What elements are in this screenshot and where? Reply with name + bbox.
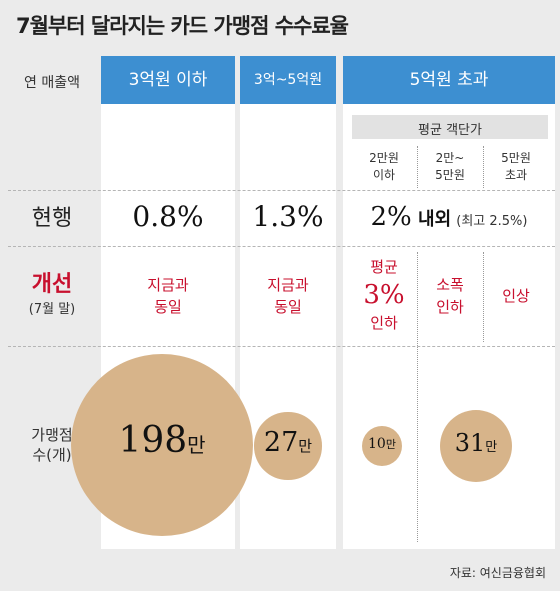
bubble-label-1: 198만 (102, 420, 222, 461)
row-label-sales: 연 매출액 (24, 75, 80, 91)
bubble-unit-4: 만 (485, 440, 498, 456)
bubble-label-3: 10만 (322, 436, 442, 452)
avg-ticket-label: 평균 객단가 (418, 123, 482, 138)
bubble-1 (71, 354, 253, 536)
bubble-value-2: 27 (263, 427, 299, 459)
row-label-improved: 개선 (31, 272, 73, 297)
sub-col-3-l2: 초과 (504, 168, 528, 182)
sub-col-1-l2: 이하 (372, 168, 396, 182)
improved-s2-line1: 소폭 (436, 276, 464, 294)
bubble-3 (361, 425, 403, 467)
column-header-2: 3억~5억원 (240, 56, 336, 104)
bubble-2 (254, 412, 322, 480)
current-rate-3-suffix: 내외 (411, 209, 452, 230)
bubble-value-4: 31 (454, 429, 486, 458)
column-header-1: 3억원 이하 (101, 56, 235, 104)
bubble-unit-1: 만 (187, 432, 206, 457)
improved-1-line2: 동일 (154, 298, 182, 316)
improved-s1-line3: 인하 (370, 314, 398, 332)
improved-s2-line2: 인하 (436, 298, 464, 316)
current-rate-1: 0.8% (132, 200, 204, 233)
row-label-current: 현행 (31, 206, 73, 231)
row-separator-2 (8, 246, 555, 247)
row-label-count-1: 가맹점 (31, 426, 73, 444)
avg-ticket-box (352, 115, 548, 139)
sub-separator-1 (417, 146, 418, 188)
improved-s1-big: 3% (363, 280, 405, 310)
sub-col-3-l1: 5만원 (501, 151, 531, 165)
sub-col-1-l1: 2만원 (369, 151, 399, 165)
current-rate-3: 2% 내외 (최고 2.5%) (343, 202, 555, 232)
chart-title: 7월부터 달라지는 카드 가맹점 수수료율 (16, 14, 349, 38)
current-rate-3-note: (최고 2.5%) (456, 214, 528, 229)
sub-col-2-l2: 5만원 (435, 168, 465, 182)
bubble-4 (439, 409, 512, 482)
improved-2-line2: 동일 (274, 298, 302, 316)
current-rate-2: 1.3% (252, 200, 324, 233)
row-separator-1 (8, 190, 555, 191)
row-label-count-2: 수(개) (32, 446, 72, 464)
row-label-improved-note: (7월 말) (28, 302, 76, 317)
improved-s3: 인상 (502, 287, 530, 305)
bubble-label-4: 31만 (416, 429, 536, 457)
improved-1-line1: 지금과 (147, 276, 189, 294)
bubble-label-2: 27만 (228, 427, 348, 458)
row-separator-3 (8, 346, 555, 347)
current-rate-3-value: 2% (370, 202, 412, 232)
bubble-unit-3: 만 (385, 438, 396, 452)
improved-2-line1: 지금과 (267, 276, 309, 294)
sub-col-2-l1: 2만~ (435, 151, 465, 165)
bubble-value-1: 198 (118, 419, 188, 461)
sub-separator-3 (417, 252, 418, 542)
sub-separator-2 (483, 146, 484, 188)
bubble-unit-2: 만 (298, 437, 313, 456)
bubble-value-3: 10 (368, 436, 386, 453)
sub-separator-4 (483, 252, 484, 342)
source-note: 자료: 여신금융협회 (449, 566, 546, 580)
improved-s1-line1: 평균 (370, 258, 398, 276)
column-header-3: 5억원 초과 (343, 56, 555, 104)
